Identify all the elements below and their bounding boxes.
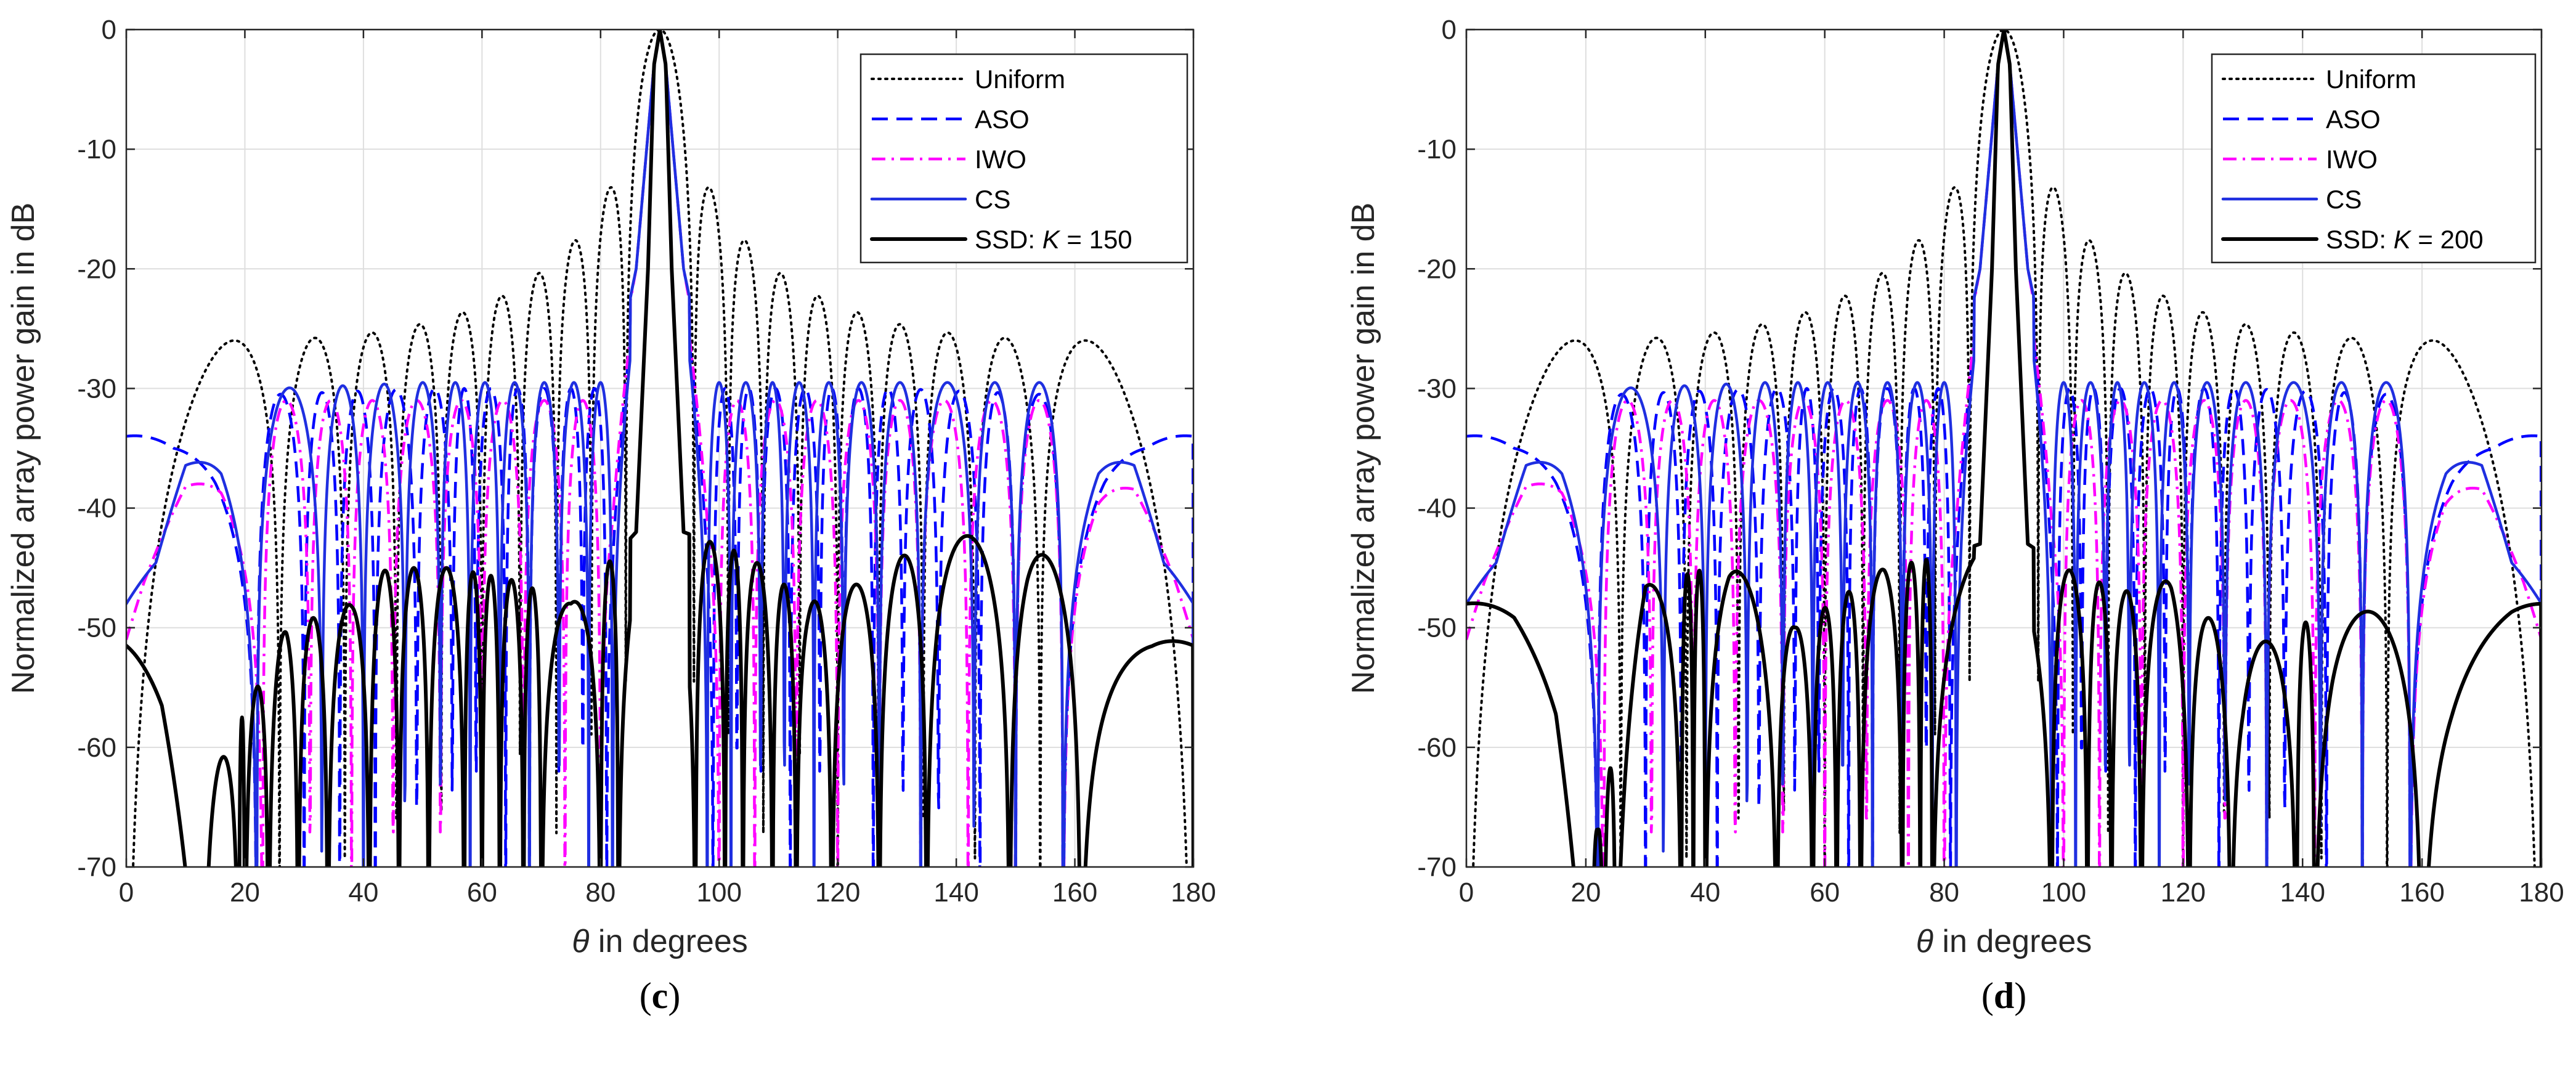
x-tick-label: 180 <box>1171 877 1216 908</box>
y-tick-label: -40 <box>1417 494 1457 524</box>
legend-label-uniform: Uniform <box>2326 65 2416 94</box>
legend-label-prefix: SSD: <box>975 225 1042 254</box>
x-tick-label: 40 <box>1690 877 1720 908</box>
legend-label-prefix: SSD: <box>2326 225 2394 254</box>
x-tick-label: 140 <box>2280 877 2325 908</box>
chart-panel-d: 0 20 40 60 80 100 120 140 160 180 0 -10 -20 -30 -40 -50… <box>1346 15 2564 1016</box>
legend-label-suffix: = 150 <box>1060 225 1132 254</box>
y-axis-label: Normalized array power gain in dB <box>6 203 41 694</box>
y-tick-label: -40 <box>77 494 116 524</box>
x-tick-label: 140 <box>933 877 978 908</box>
panel-label-open: ( <box>640 975 652 1016</box>
legend-label-aso: ASO <box>975 105 1030 134</box>
legend-label-prefix: IWO <box>2326 145 2378 174</box>
legend-label-prefix: CS <box>975 185 1010 214</box>
x-axis-label: θ in degrees <box>1916 924 2092 959</box>
x-tick-label: 0 <box>1459 877 1474 908</box>
y-tick-label: -20 <box>77 254 116 284</box>
x-tick-label: 100 <box>2041 877 2086 908</box>
legend-label-suffix: = 200 <box>2411 225 2484 254</box>
series-line-uniform <box>1472 30 2536 867</box>
y-tick-label: -30 <box>77 373 116 404</box>
y-tick-label: -60 <box>1417 733 1457 763</box>
x-tick-label: 60 <box>467 877 497 908</box>
panel-label-open: ( <box>1981 975 1994 1016</box>
x-tick-label: 0 <box>119 877 134 908</box>
legend-label-prefix: Uniform <box>975 65 1065 94</box>
legend-label-prefix: ASO <box>975 105 1030 134</box>
legend-label-cs: CS <box>2326 185 2362 214</box>
x-axis-label-symbol: θ <box>1916 924 1933 959</box>
panel-label: (c) <box>640 975 681 1016</box>
series-line-cs <box>126 30 1193 867</box>
y-tick-label: -10 <box>1417 134 1457 165</box>
x-tick-label: 20 <box>230 877 260 908</box>
y-tick-label: -10 <box>77 134 116 165</box>
x-tick-label: 40 <box>348 877 378 908</box>
series-line-cs <box>1466 30 2541 867</box>
x-tick-label: 20 <box>1570 877 1601 908</box>
legend-label-prefix: IWO <box>975 145 1026 174</box>
legend-label-italic: K <box>1042 225 1061 254</box>
axes-box <box>1465 28 2543 868</box>
ticks <box>125 28 1195 868</box>
x-tick-label: 100 <box>697 877 742 908</box>
ticks <box>1465 28 2543 868</box>
series-line-ssd <box>126 30 1193 867</box>
x-tick-label: 120 <box>815 877 860 908</box>
legend-label-aso: ASO <box>2326 105 2381 134</box>
series-line-ssd <box>1466 30 2541 867</box>
axes-box <box>125 28 1195 868</box>
legend-box <box>2211 53 2537 264</box>
y-tick-label: 0 <box>1442 15 1457 45</box>
x-tick-label: 80 <box>1929 877 1959 908</box>
panel-label-close: ) <box>2014 975 2026 1016</box>
y-tick-label: -30 <box>1417 373 1457 404</box>
x-tick-label: 160 <box>2399 877 2444 908</box>
legend-label-ssd: SSD: K = 200 <box>2326 225 2484 254</box>
y-tick-label: -70 <box>1417 852 1457 882</box>
x-tick-label: 160 <box>1052 877 1097 908</box>
panel-label-letter: d <box>1994 975 2014 1016</box>
panel-label: (d) <box>1981 975 2026 1016</box>
panel-label-close: ) <box>668 975 680 1016</box>
y-tick-label: -70 <box>77 852 116 882</box>
chart-panel-c: 0 20 40 60 80 100 120 140 160 180 0 -10 -20 -30 -40 -50… <box>6 15 1216 1016</box>
y-tick-label: 0 <box>102 15 116 45</box>
x-tick-label: 180 <box>2519 877 2564 908</box>
series-line-uniform <box>132 30 1188 867</box>
legend-label-uniform: Uniform <box>975 65 1065 94</box>
y-axis-label: Normalized array power gain in dB <box>1346 203 1381 694</box>
legend: Uniform ASO IWO CS SSD: K = 150 <box>859 53 1188 264</box>
x-axis-label-text: in degrees <box>589 924 747 959</box>
x-axis-label-text: in degrees <box>1933 924 2092 959</box>
y-tick-label: -50 <box>1417 613 1457 643</box>
series-group <box>1466 30 2541 867</box>
legend-label-italic: K <box>2394 225 2412 254</box>
legend-label-prefix: CS <box>2326 185 2362 214</box>
y-tick-label: -50 <box>77 613 116 643</box>
legend-label-ssd: SSD: K = 150 <box>975 225 1132 254</box>
x-tick-label: 80 <box>585 877 616 908</box>
y-tick-label: -60 <box>77 733 116 763</box>
legend-label-iwo: IWO <box>975 145 1026 174</box>
series-group <box>126 30 1193 867</box>
legend: Uniform ASO IWO CS SSD: K = 200 <box>2211 53 2537 264</box>
legend-label-cs: CS <box>975 185 1010 214</box>
y-tick-label: -20 <box>1417 254 1457 284</box>
legend-label-iwo: IWO <box>2326 145 2378 174</box>
legend-label-prefix: Uniform <box>2326 65 2416 94</box>
legend-label-prefix: ASO <box>2326 105 2381 134</box>
x-tick-label: 60 <box>1810 877 1840 908</box>
legend-box <box>859 53 1188 264</box>
x-axis-label-symbol: θ <box>572 924 589 959</box>
x-tick-label: 120 <box>2161 877 2206 908</box>
panel-label-letter: c <box>652 975 668 1016</box>
x-axis-label: θ in degrees <box>572 924 748 959</box>
